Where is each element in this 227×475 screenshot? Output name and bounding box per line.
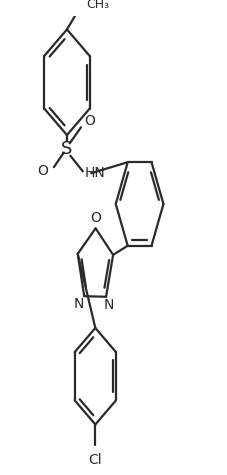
Text: S: S: [61, 140, 73, 158]
Text: O: O: [85, 114, 96, 128]
Text: HN: HN: [84, 166, 105, 180]
Text: N: N: [104, 298, 114, 312]
Text: O: O: [90, 211, 101, 225]
Text: O: O: [37, 164, 48, 178]
Text: CH₃: CH₃: [86, 0, 109, 10]
Text: N: N: [74, 297, 84, 311]
Text: Cl: Cl: [89, 453, 102, 467]
